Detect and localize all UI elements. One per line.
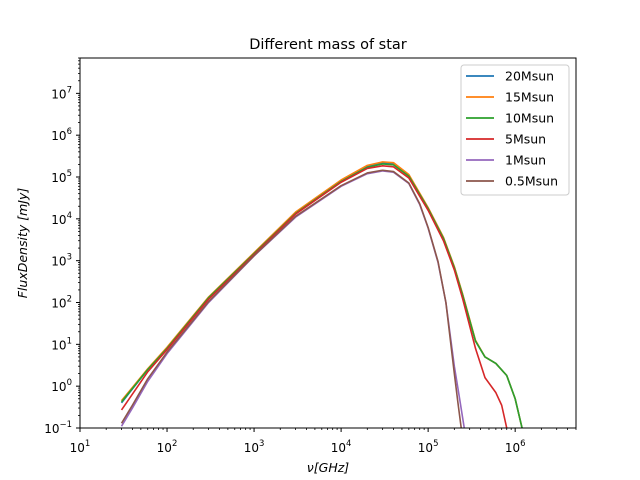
legend-label: 5Msun <box>505 132 546 147</box>
y-tick-label: 10−1 <box>44 420 72 436</box>
series-line-5Msun <box>120 165 508 428</box>
y-tick-label: 101 <box>51 336 72 352</box>
x-tick-label: 106 <box>505 439 526 455</box>
x-tick-label: 102 <box>157 439 178 455</box>
y-axis-label: FluxDensity [mJy] <box>15 188 30 299</box>
y-tick-label: 106 <box>51 127 72 143</box>
y-tick-label: 105 <box>51 169 72 185</box>
y-tick-label: 103 <box>51 253 72 269</box>
series-line-0.5Msun <box>120 169 463 428</box>
x-tick-label: 103 <box>244 439 265 455</box>
legend-label: 0.5Msun <box>505 174 558 189</box>
x-tick-label: 101 <box>70 439 91 455</box>
legend: 20Msun 15Msun 10Msun 5Msun 1Msun 0.5Msun <box>460 64 570 196</box>
y-tick-label: 107 <box>51 85 72 101</box>
legend-label: 20Msun <box>505 69 554 84</box>
x-tick-label: 105 <box>418 439 439 455</box>
x-axis-label: ν[GHz] <box>307 460 350 475</box>
y-axis: 10−1 100 101 102 103 104 105 106 107 <box>44 57 80 436</box>
legend-label: 15Msun <box>505 90 554 105</box>
y-tick-label: 102 <box>51 295 72 311</box>
series-line-10Msun <box>120 163 523 428</box>
legend-label: 1Msun <box>505 153 546 168</box>
x-axis: 101 102 103 104 105 106 <box>70 428 577 455</box>
y-tick-label: 104 <box>51 211 72 227</box>
y-tick-label: 100 <box>51 378 72 394</box>
x-tick-label: 104 <box>331 439 352 455</box>
legend-label: 10Msun <box>505 111 554 126</box>
series-layer <box>120 161 523 428</box>
chart-title: Different mass of star <box>249 37 407 53</box>
